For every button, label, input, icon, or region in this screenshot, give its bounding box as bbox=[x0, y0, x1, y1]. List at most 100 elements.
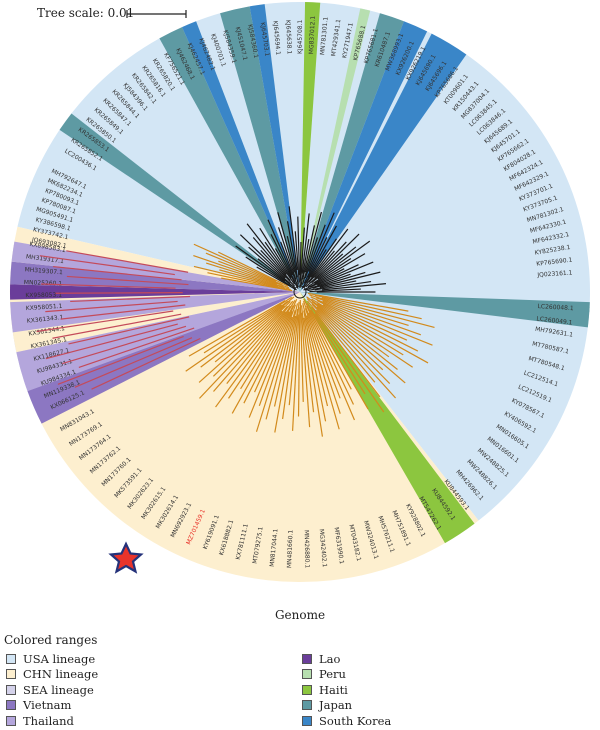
chn-branch bbox=[215, 311, 287, 408]
chn-branch bbox=[185, 304, 282, 372]
legend-swatch bbox=[6, 653, 16, 664]
legend-label: South Korea bbox=[319, 713, 392, 728]
legend-label: USA lineage bbox=[23, 651, 96, 666]
chn-branch bbox=[316, 303, 413, 368]
legend-column-right: Lao Peru Haiti Japan South Korea bbox=[302, 651, 391, 729]
chn-left-branch bbox=[207, 272, 286, 290]
chn-branch bbox=[274, 315, 297, 433]
legend-title: Colored ranges bbox=[4, 633, 98, 647]
usa-branch bbox=[301, 237, 319, 285]
sea-branch bbox=[70, 295, 191, 303]
chn-branch bbox=[306, 315, 340, 430]
usa-branch bbox=[235, 245, 286, 282]
chn-branch bbox=[311, 303, 391, 384]
usa-branch bbox=[305, 253, 344, 288]
usa-tip-label: KP765690.1 bbox=[536, 257, 573, 268]
south-korea-range-c bbox=[300, 21, 428, 292]
usa-branch bbox=[309, 264, 359, 288]
chn-branch bbox=[306, 305, 355, 405]
chn-branch bbox=[273, 303, 299, 407]
thailand-range-a bbox=[16, 292, 301, 392]
legend-swatch bbox=[302, 715, 312, 726]
legend-label: Thailand bbox=[23, 713, 74, 728]
usa-branch bbox=[286, 221, 299, 278]
sea-branch bbox=[45, 300, 178, 313]
usa-branch bbox=[309, 288, 361, 293]
usa-branch bbox=[308, 212, 335, 272]
chn-branch bbox=[288, 301, 300, 406]
usa-branch bbox=[302, 225, 316, 280]
chn-branch bbox=[300, 305, 315, 413]
chn-left-branch bbox=[205, 262, 284, 288]
chn-tip-label: MG342402.1 bbox=[318, 529, 328, 568]
chn-branch bbox=[316, 299, 419, 352]
usa-branch bbox=[305, 273, 351, 291]
chn-left-branch bbox=[193, 254, 278, 285]
legend-swatch bbox=[6, 669, 16, 680]
thailand-range-b bbox=[10, 292, 300, 333]
usa-branch bbox=[280, 241, 299, 287]
usa-branch bbox=[303, 237, 328, 284]
sea-branch bbox=[52, 313, 182, 339]
chn-branch bbox=[213, 305, 289, 392]
legend-label: Japan bbox=[319, 698, 353, 713]
chn-branch bbox=[297, 307, 301, 417]
usa-branch bbox=[260, 249, 296, 287]
chn-branch bbox=[303, 298, 352, 390]
sea-branch bbox=[57, 335, 184, 385]
chn-branch bbox=[316, 306, 406, 384]
chn-branch bbox=[314, 294, 422, 320]
chn-branch bbox=[306, 303, 366, 395]
usa-branch bbox=[319, 271, 381, 288]
chn-branch bbox=[309, 294, 409, 327]
chn-branch bbox=[255, 316, 293, 432]
usa-branch bbox=[314, 280, 372, 291]
chn-branch bbox=[258, 304, 297, 407]
usa-branch bbox=[312, 271, 366, 289]
sea-tip-label: KX958051.1 bbox=[26, 303, 63, 312]
chn-left-branch bbox=[219, 269, 291, 290]
tree-branches bbox=[36, 206, 435, 437]
chn-branch bbox=[302, 303, 329, 407]
usa-branch bbox=[304, 211, 322, 273]
legend-item-usa: USA lineage bbox=[6, 651, 98, 667]
legend-label: SEA lineage bbox=[23, 682, 94, 697]
chn-branch bbox=[315, 297, 422, 336]
japan-range-d bbox=[59, 113, 301, 292]
chn-branch bbox=[299, 299, 304, 402]
chn-branch bbox=[228, 305, 291, 399]
usa-branch bbox=[316, 261, 374, 286]
sea-tip-label: KX958053.1 bbox=[25, 292, 62, 299]
usa-tip-label: KJ645708.1 bbox=[297, 19, 304, 54]
chn-branch bbox=[321, 297, 435, 328]
lao-range bbox=[9, 284, 300, 300]
usa-tip-label: MN781301.1 bbox=[319, 16, 330, 55]
usa-branch bbox=[314, 253, 366, 285]
sea-tip-label: KX361343.1 bbox=[27, 314, 64, 325]
japan-range-a bbox=[159, 27, 300, 293]
sea-branch bbox=[39, 255, 175, 276]
usa-tip-label: KJ645638.1 bbox=[284, 20, 293, 55]
chn-branch bbox=[214, 296, 295, 363]
usa-branch bbox=[307, 258, 352, 288]
sea-branch bbox=[66, 250, 189, 273]
haiti-range-upper bbox=[300, 2, 321, 293]
chn-left-branch bbox=[205, 252, 283, 286]
chn-branch bbox=[306, 296, 390, 358]
usa-branch bbox=[252, 237, 291, 282]
chn-branch bbox=[306, 298, 384, 371]
usa-branch bbox=[286, 236, 299, 285]
chn-branch bbox=[311, 301, 398, 370]
usa-branch bbox=[317, 240, 371, 280]
usa-branch bbox=[300, 227, 305, 281]
usa-tip-label: KJ645703.1 bbox=[259, 22, 271, 57]
chn-branch bbox=[314, 313, 385, 413]
sea-branch bbox=[45, 323, 178, 360]
legend-swatch bbox=[302, 669, 312, 680]
chn-branch bbox=[231, 311, 290, 414]
usa-branch bbox=[301, 213, 310, 274]
chn-branch bbox=[248, 310, 293, 418]
usa-branch bbox=[288, 206, 298, 271]
tree-scale-label: Tree scale: 0.01 bbox=[37, 6, 135, 20]
chn-branch bbox=[300, 312, 311, 428]
